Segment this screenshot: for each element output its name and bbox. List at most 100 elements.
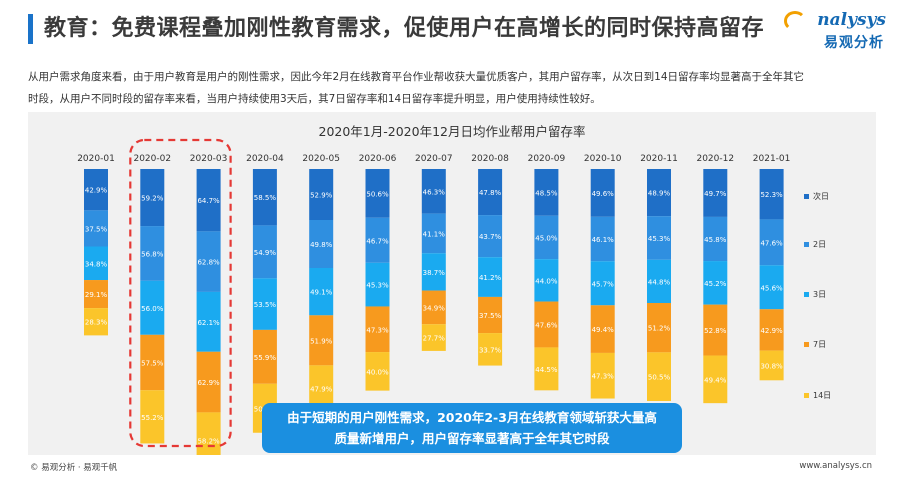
bar-2020-05-7日	[309, 315, 334, 366]
data-label-2020-05-次日: 52.9%	[310, 191, 333, 199]
legend-swatch-14日	[804, 393, 809, 398]
bar-2020-02-次日	[140, 169, 165, 227]
bar-2020-09-3日	[534, 259, 559, 302]
data-label-2020-11-3日: 44.8%	[648, 278, 671, 286]
data-label-2020-01-3日: 34.8%	[85, 260, 108, 268]
legend-swatch-7日	[804, 342, 809, 347]
data-label-2020-10-3日: 45.7%	[592, 280, 615, 288]
retention-stacked-bar-chart: 2020年1月-2020年12月日均作业帮用户留存率 2020-01 2020-02…	[77, 124, 831, 455]
bar-2020-11-7日	[647, 302, 671, 353]
bar-2020-07-次日	[421, 169, 446, 214]
data-label-2020-03-2日: 62.8%	[197, 259, 220, 267]
data-label-2020-03-14日: 58.2%	[197, 437, 220, 445]
data-label-2020-06-7日: 47.3%	[366, 326, 389, 334]
category-label-2020-09: 2020-09	[528, 154, 566, 164]
data-label-2020-11-2日: 45.3%	[648, 235, 671, 243]
data-label-2020-05-2日: 49.8%	[310, 241, 333, 249]
bar-2020-06-3日	[365, 262, 390, 307]
bar-2020-02-2日	[140, 226, 165, 281]
insight-callout: 由于短期的用户刚性需求，2020年2-3月在线教育领域斩获大量高 质量新增用户，…	[262, 403, 682, 453]
logo-subtitle: 易观分析	[824, 35, 884, 51]
bar-2020-12-次日	[703, 169, 728, 217]
bar-2020-10-7日	[590, 305, 615, 353]
data-label-2021-01-14日: 30.8%	[760, 362, 783, 370]
bar-2020-01-7日	[84, 280, 108, 309]
data-label-2020-08-14日: 33.7%	[479, 346, 502, 354]
data-label-2020-08-次日: 47.8%	[479, 189, 502, 197]
bar-2020-03-次日	[196, 169, 221, 232]
data-label-2020-07-2日: 41.1%	[423, 230, 446, 238]
bar-2020-12-7日	[703, 304, 728, 356]
bar-2020-11-2日	[647, 216, 671, 260]
data-label-2020-09-2日: 45.0%	[535, 234, 558, 242]
data-label-2020-10-2日: 46.1%	[592, 236, 615, 244]
data-label-2020-07-3日: 38.7%	[423, 269, 446, 277]
data-label-2020-08-2日: 43.7%	[479, 233, 502, 241]
bar-2020-07-3日	[421, 253, 446, 291]
legend-label-2日: 2日	[813, 240, 826, 249]
data-label-2020-09-14日: 44.5%	[535, 366, 558, 374]
data-label-2020-03-7日: 62.9%	[197, 379, 220, 387]
bar-2020-04-次日	[252, 169, 277, 226]
bar-2020-06-2日	[365, 217, 390, 263]
legend-label-14日: 14日	[813, 391, 831, 400]
bar-2020-03-3日	[196, 291, 221, 352]
bar-2020-10-3日	[590, 261, 615, 306]
bar-2021-01-14日	[759, 350, 784, 381]
category-label-2020-01: 2020-01	[77, 154, 115, 164]
data-label-2020-10-次日: 49.6%	[592, 190, 615, 198]
footer-website: www.analysys.cn	[799, 461, 872, 471]
data-label-2020-05-14日: 47.9%	[310, 385, 333, 393]
data-label-2020-02-14日: 55.2%	[141, 414, 164, 422]
category-label-2020-12: 2020-12	[696, 154, 734, 164]
data-label-2020-04-3日: 53.5%	[254, 301, 277, 309]
category-label-2021-01: 2021-01	[753, 154, 791, 164]
category-label-2020-02: 2020-02	[133, 154, 171, 164]
bar-2020-04-7日	[252, 329, 277, 384]
footer-copyright: © 易观分析 · 易观千帆	[30, 463, 118, 473]
category-label-2020-08: 2020-08	[471, 154, 509, 164]
legend-swatch-2日	[804, 242, 809, 247]
data-label-2020-02-7日: 57.5%	[141, 360, 164, 368]
category-label-2020-04: 2020-04	[246, 154, 284, 164]
legend-label-次日: 次日	[813, 191, 829, 201]
data-label-2020-11-14日: 50.5%	[648, 374, 671, 382]
bar-2020-06-14日	[365, 352, 390, 391]
data-label-2020-10-7日: 49.4%	[592, 326, 615, 334]
bar-2020-07-2日	[421, 213, 446, 254]
category-label-2020-05: 2020-05	[302, 154, 340, 164]
data-label-2020-12-次日: 49.7%	[704, 190, 727, 198]
bar-2020-09-次日	[534, 169, 559, 216]
data-label-2020-05-3日: 49.1%	[310, 289, 333, 297]
data-label-2020-09-7日: 47.6%	[535, 321, 558, 329]
bar-2020-07-7日	[421, 290, 446, 325]
data-label-2020-06-3日: 45.3%	[366, 282, 389, 290]
data-label-2021-01-2日: 47.6%	[760, 239, 783, 247]
bar-2020-01-14日	[84, 308, 108, 336]
logo-swoosh-icon	[784, 11, 806, 31]
bar-2020-10-次日	[590, 169, 615, 217]
bar-2020-01-3日	[84, 246, 108, 281]
bar-2020-09-2日	[534, 215, 559, 260]
data-label-2020-12-7日: 52.8%	[704, 327, 727, 335]
bar-2020-11-14日	[647, 352, 671, 402]
data-label-2020-10-14日: 47.3%	[592, 373, 615, 381]
bar-2020-03-14日	[196, 412, 221, 455]
description-text: 从用户需求角度来看，由于用户教育是用户的刚性需求，因此今年2月在线教育平台作业帮…	[28, 66, 878, 110]
data-label-2020-08-7日: 37.5%	[479, 312, 502, 320]
bar-2020-04-2日	[252, 225, 277, 279]
bar-2020-05-3日	[309, 268, 334, 316]
chart-title: 2020年1月-2020年12月日均作业帮用户留存率	[319, 124, 586, 139]
title-accent-bar	[28, 14, 33, 44]
bar-2020-08-3日	[478, 257, 503, 297]
callout-line-1: 由于短期的用户刚性需求，2020年2-3月在线教育领域斩获大量高	[287, 410, 657, 425]
bar-2021-01-3日	[759, 265, 784, 310]
category-label-2020-10: 2020-10	[584, 154, 622, 164]
bar-2020-10-14日	[590, 352, 615, 399]
bar-2020-01-2日	[84, 210, 108, 247]
data-label-2020-12-14日: 49.4%	[704, 376, 727, 384]
data-label-2020-06-2日: 46.7%	[366, 237, 389, 245]
chart-panel: 2020年1月-2020年12月日均作业帮用户留存率 2020-01 2020-02…	[28, 112, 876, 455]
bar-2020-12-2日	[703, 216, 728, 262]
bar-2020-08-次日	[478, 169, 503, 216]
